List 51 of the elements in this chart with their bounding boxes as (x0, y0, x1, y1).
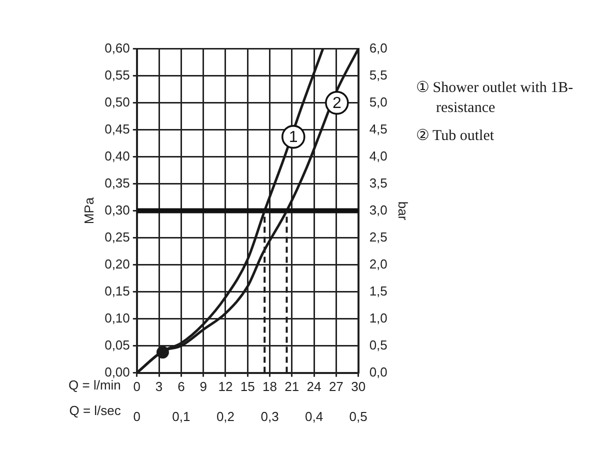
x2-tick-label: 0 (133, 408, 141, 424)
x-tick-label: 24 (306, 379, 322, 394)
y2-axis-title: bar (396, 201, 411, 221)
x2-tick-label: 0,5 (349, 408, 368, 424)
x-tick-label: 27 (328, 379, 344, 394)
x-tick-label: 21 (284, 379, 300, 394)
annotation: 1 (288, 129, 298, 146)
y2-tick-label: 2,0 (369, 256, 388, 272)
y2-tick-label: 0,0 (369, 364, 388, 380)
y2-tick-label: 3,0 (369, 202, 388, 218)
y2-tick-label: 5,5 (369, 67, 388, 82)
y-tick-label: 0,45 (104, 121, 130, 136)
y2-tick-label: 6,0 (369, 40, 388, 56)
y-tick-label: 0,00 (104, 364, 130, 380)
y2-tick-label: 4,5 (369, 121, 388, 136)
y-tick-label: 0,35 (104, 175, 130, 190)
x2-tick-label: 0,2 (216, 408, 235, 424)
x2-tick-label: 0,3 (260, 408, 279, 424)
x-tick-label: 0 (133, 379, 141, 394)
y2-tick-label: 5,0 (369, 94, 388, 110)
y2-tick-label: 1,5 (369, 283, 388, 298)
y-tick-label: 0,20 (104, 256, 130, 272)
x2-tick-label: 0,1 (172, 408, 190, 424)
x-tick-label: 9 (200, 379, 207, 394)
x2-tick-label: 0,4 (305, 408, 324, 424)
annotation: 2 (332, 95, 342, 112)
x-tick-label: 15 (240, 379, 255, 394)
y-tick-label: 0,25 (104, 229, 130, 244)
y-axis-title: MPa (81, 196, 96, 224)
x-tick-label: 3 (155, 379, 163, 394)
y-tick-label: 0,55 (104, 67, 130, 82)
x-tick-label: 12 (218, 379, 233, 394)
text: ① Shower outlet with 1B-resistance (416, 79, 574, 118)
y-tick-label: 0,05 (104, 337, 130, 352)
y-tick-label: 0,15 (104, 283, 130, 298)
y-tick-label: 0,60 (104, 40, 130, 56)
y-tick-label: 0,30 (104, 202, 130, 218)
y-tick-label: 0,10 (104, 310, 130, 326)
x-tick-label: 18 (262, 379, 277, 394)
y2-tick-label: 0,5 (369, 337, 388, 352)
y2-tick-label: 4,0 (369, 148, 388, 164)
y2-tick-label: 1,0 (369, 310, 388, 326)
x-tick-label: 30 (351, 379, 366, 394)
y-tick-label: 0,40 (104, 148, 130, 164)
y2-tick-label: 2,5 (369, 229, 388, 244)
x-tick-label: 6 (178, 379, 185, 394)
y2-tick-label: 3,5 (369, 175, 388, 190)
text: ② Tub outlet (416, 127, 496, 146)
x2-axis-title: Q = l/sec (69, 402, 122, 418)
y-tick-label: 0,50 (104, 94, 130, 110)
x-axis-title: Q = l/min (68, 377, 121, 392)
